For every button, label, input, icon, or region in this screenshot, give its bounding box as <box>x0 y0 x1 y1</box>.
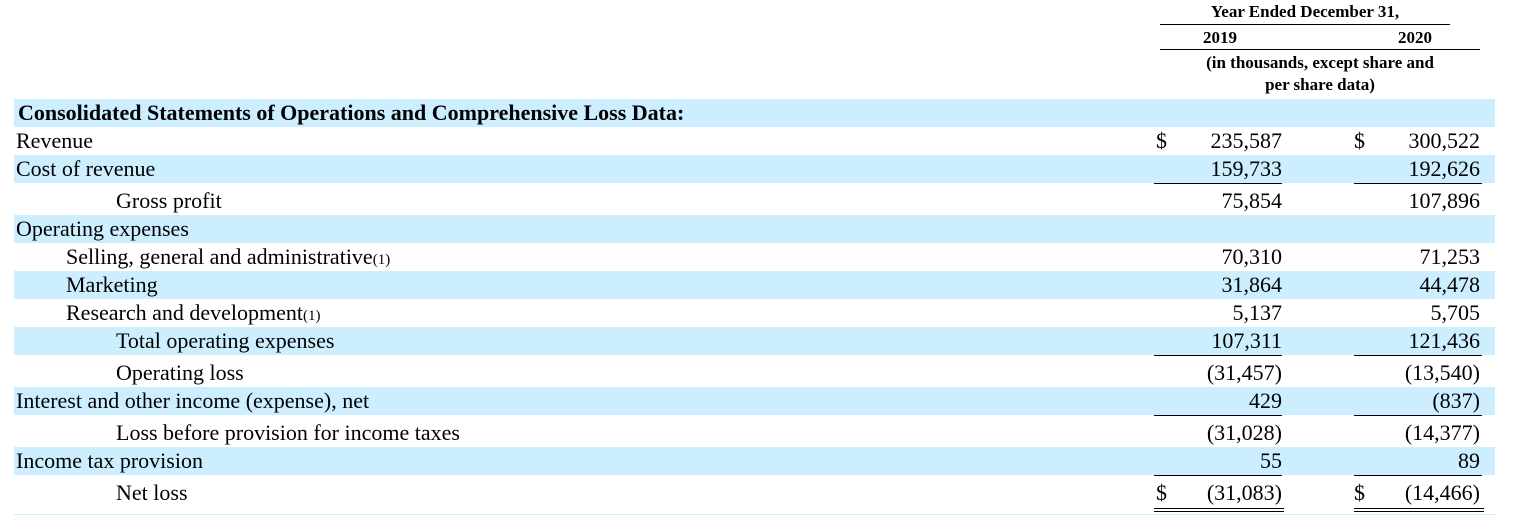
period-header: Year Ended December 31, <box>1210 2 1400 21</box>
row-label-text: Selling, general and administrative <box>66 244 373 269</box>
value-2020: 71,253 <box>1419 244 1481 269</box>
value-2020: 89 <box>1458 448 1480 473</box>
subtotal-rule-2020 <box>1354 355 1482 356</box>
value-2019: (31,028) <box>1206 420 1282 445</box>
table-row: Revenue $ 235,587 $ 300,522 <box>14 127 1495 155</box>
value-2020: (837) <box>1432 388 1480 413</box>
table-bottom-border <box>14 514 1495 515</box>
row-label: Operating loss <box>116 360 244 385</box>
value-2019: 75,854 <box>1221 188 1283 213</box>
value-2019: 31,864 <box>1221 272 1283 297</box>
row-label: Marketing <box>66 272 158 297</box>
subtotal-rule-2020 <box>1354 183 1482 184</box>
table-row: Research and development(1) 5,137 5,705 <box>14 299 1495 327</box>
value-2020: 107,896 <box>1408 188 1481 213</box>
row-label: Loss before provision for income taxes <box>116 420 460 445</box>
value-2019: (31,457) <box>1206 360 1282 385</box>
value-2020: (14,466) <box>1404 480 1480 505</box>
row-label: Income tax provision <box>16 448 203 473</box>
dollar-sign: $ <box>1156 128 1167 153</box>
total-double-rule-2019 <box>1154 508 1284 512</box>
table-row: Operating expenses <box>14 215 1495 243</box>
section-title: Consolidated Statements of Operations an… <box>18 100 685 125</box>
subtotal-rule-2019 <box>1154 475 1282 476</box>
year-2019-header: 2019 <box>1203 28 1237 47</box>
subtotal-rule-2019 <box>1154 183 1282 184</box>
value-2019: 55 <box>1260 448 1282 473</box>
row-label: Total operating expenses <box>116 328 335 353</box>
table-row: Marketing 31,864 44,478 <box>14 271 1495 299</box>
value-2019: 5,137 <box>1232 300 1283 325</box>
row-label: Interest and other income (expense), net <box>16 388 370 413</box>
row-label: Research and development(1) <box>66 299 321 330</box>
value-2019: 107,311 <box>1211 328 1282 353</box>
value-2019: 429 <box>1249 388 1282 413</box>
value-2020: (14,377) <box>1404 420 1480 445</box>
dollar-sign: $ <box>1156 480 1167 505</box>
row-label-text: Research and development <box>66 300 304 325</box>
table-row: Interest and other income (expense), net… <box>14 387 1495 415</box>
table-row: Gross profit 75,854 107,896 <box>14 187 1495 215</box>
table-row: Operating loss (31,457) (13,540) <box>14 359 1495 387</box>
row-label: Selling, general and administrative(1) <box>66 243 390 274</box>
table-row: Net loss $ (31,083) $ (14,466) <box>14 479 1495 507</box>
value-2020: 121,436 <box>1408 328 1481 353</box>
table-row: Cost of revenue 159,733 192,626 <box>14 155 1495 183</box>
units-note-line1: (in thousands, except share and <box>1206 53 1434 72</box>
value-2019: 159,733 <box>1210 156 1283 181</box>
value-2020: 192,626 <box>1408 156 1481 181</box>
section-title-row: Consolidated Statements of Operations an… <box>14 99 1495 127</box>
subtotal-rule-2020 <box>1354 475 1482 476</box>
row-label: Revenue <box>16 128 93 153</box>
value-2020: (13,540) <box>1404 360 1480 385</box>
dollar-sign: $ <box>1354 128 1365 153</box>
dollar-sign: $ <box>1354 480 1365 505</box>
row-label: Operating expenses <box>16 216 189 241</box>
year-header-underline <box>1160 49 1480 50</box>
row-label: Net loss <box>116 480 188 505</box>
value-2019: (31,083) <box>1206 480 1282 505</box>
subtotal-rule-2019 <box>1154 415 1282 416</box>
table-row: Total operating expenses 107,311 121,436 <box>14 327 1495 355</box>
value-2020: 5,705 <box>1430 300 1481 325</box>
footnote-marker: (1) <box>303 308 321 324</box>
table-row: Income tax provision 55 89 <box>14 447 1495 475</box>
units-note-line2: per share data) <box>1265 75 1375 94</box>
subtotal-rule-2019 <box>1154 355 1282 356</box>
value-2020: 44,478 <box>1419 272 1481 297</box>
footnote-marker: (1) <box>372 252 391 268</box>
period-header-underline <box>1160 24 1450 25</box>
value-2019: 235,587 <box>1210 128 1283 153</box>
row-label: Gross profit <box>116 188 222 213</box>
value-2019: 70,310 <box>1221 244 1283 269</box>
total-double-rule-2020 <box>1354 508 1484 512</box>
value-2020: 300,522 <box>1408 128 1481 153</box>
table-row: Selling, general and administrative(1) 7… <box>14 243 1495 271</box>
table-row: Loss before provision for income taxes (… <box>14 419 1495 447</box>
row-label: Cost of revenue <box>16 156 156 181</box>
year-2020-header: 2020 <box>1398 28 1432 47</box>
subtotal-rule-2020 <box>1354 415 1482 416</box>
